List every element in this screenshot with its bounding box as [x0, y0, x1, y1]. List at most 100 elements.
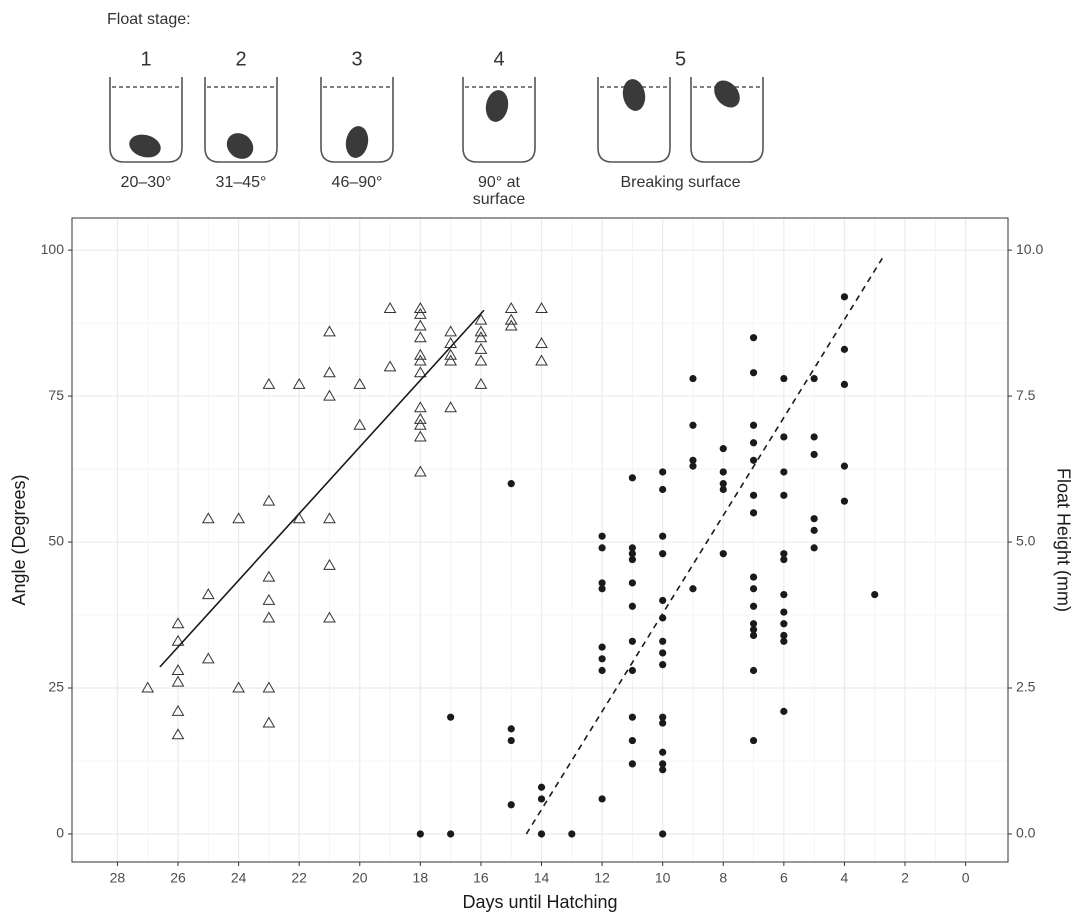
- dot-point: [720, 445, 727, 452]
- stage-number: 4: [493, 48, 504, 70]
- y-tick-label: 50: [48, 533, 64, 549]
- stage-caption: Breaking surface: [620, 174, 740, 191]
- dot-point: [750, 334, 757, 341]
- dot-point: [538, 795, 545, 802]
- egg: [343, 124, 370, 159]
- dot-point: [598, 667, 605, 674]
- dot-point: [720, 468, 727, 475]
- dot-point: [780, 609, 787, 616]
- stage-number: 3: [351, 48, 362, 70]
- dot-point: [508, 801, 515, 808]
- dot-point: [659, 533, 666, 540]
- dot-point: [871, 591, 878, 598]
- dot-point: [659, 649, 666, 656]
- egg: [620, 77, 647, 112]
- dot-point: [629, 603, 636, 610]
- y2-tick-label: 10.0: [1016, 241, 1043, 257]
- dot-point: [750, 573, 757, 580]
- egg: [222, 128, 259, 164]
- x-tick-label: 0: [962, 870, 970, 886]
- dot-point: [780, 591, 787, 598]
- dot-point: [780, 556, 787, 563]
- dot-point: [811, 527, 818, 534]
- dot-point: [659, 719, 666, 726]
- dot-point: [780, 375, 787, 382]
- dot-point: [508, 725, 515, 732]
- dot-point: [598, 795, 605, 802]
- stage-number: 1: [140, 48, 151, 70]
- dot-point: [659, 830, 666, 837]
- egg: [483, 88, 510, 123]
- dot-point: [689, 422, 696, 429]
- dot-point: [811, 451, 818, 458]
- dot-point: [659, 749, 666, 756]
- dot-point: [629, 556, 636, 563]
- dot-point: [689, 375, 696, 382]
- dot-point: [659, 597, 666, 604]
- dot-point: [598, 533, 605, 540]
- dot-point: [841, 498, 848, 505]
- dot-point: [750, 585, 757, 592]
- egg: [127, 131, 164, 161]
- dot-point: [841, 346, 848, 353]
- x-tick-label: 10: [655, 870, 671, 886]
- dot-point: [598, 655, 605, 662]
- x-tick-label: 26: [170, 870, 186, 886]
- dot-point: [629, 579, 636, 586]
- y-tick-label: 100: [41, 241, 65, 257]
- dot-point: [659, 550, 666, 557]
- y2-tick-label: 5.0: [1016, 533, 1036, 549]
- x-axis-title: Days until Hatching: [462, 892, 617, 912]
- y2-axis-title: Float Height (mm): [1053, 468, 1073, 612]
- dot-point: [780, 708, 787, 715]
- dot-point: [811, 515, 818, 522]
- y2-tick-label: 2.5: [1016, 679, 1036, 695]
- dot-point: [750, 439, 757, 446]
- x-tick-label: 18: [413, 870, 429, 886]
- dot-point: [629, 638, 636, 645]
- y-axis-title: Angle (Degrees): [9, 474, 29, 605]
- dot-point: [750, 369, 757, 376]
- dot-point: [750, 492, 757, 499]
- dot-point: [689, 463, 696, 470]
- dot-point: [750, 737, 757, 744]
- x-tick-label: 16: [473, 870, 489, 886]
- dot-point: [720, 486, 727, 493]
- x-tick-label: 2: [901, 870, 909, 886]
- dot-point: [598, 644, 605, 651]
- dot-point: [629, 760, 636, 767]
- dot-point: [720, 550, 727, 557]
- dot-point: [629, 474, 636, 481]
- x-tick-label: 8: [719, 870, 727, 886]
- dot-point: [568, 830, 575, 837]
- dot-point: [689, 585, 696, 592]
- stage-caption: 90° at: [478, 174, 521, 191]
- dot-point: [508, 737, 515, 744]
- dot-point: [447, 830, 454, 837]
- dot-point: [629, 714, 636, 721]
- dot-point: [780, 492, 787, 499]
- dot-point: [780, 468, 787, 475]
- dot-point: [841, 293, 848, 300]
- stage-number: 5: [675, 48, 686, 70]
- y2-tick-label: 7.5: [1016, 387, 1036, 403]
- dot-point: [598, 585, 605, 592]
- dot-point: [629, 737, 636, 744]
- dot-point: [811, 544, 818, 551]
- stage-caption: 46–90°: [332, 174, 383, 191]
- x-tick-label: 22: [291, 870, 307, 886]
- y-tick-label: 25: [48, 679, 64, 695]
- dot-point: [629, 667, 636, 674]
- header-title: Float stage:: [107, 11, 191, 28]
- dot-point: [538, 784, 545, 791]
- stage-caption: 31–45°: [216, 174, 267, 191]
- dot-point: [750, 603, 757, 610]
- x-tick-label: 4: [841, 870, 849, 886]
- dot-point: [750, 667, 757, 674]
- dot-point: [841, 463, 848, 470]
- x-tick-label: 24: [231, 870, 247, 886]
- x-tick-label: 6: [780, 870, 788, 886]
- egg: [709, 75, 745, 112]
- dot-point: [659, 468, 666, 475]
- x-tick-label: 28: [110, 870, 126, 886]
